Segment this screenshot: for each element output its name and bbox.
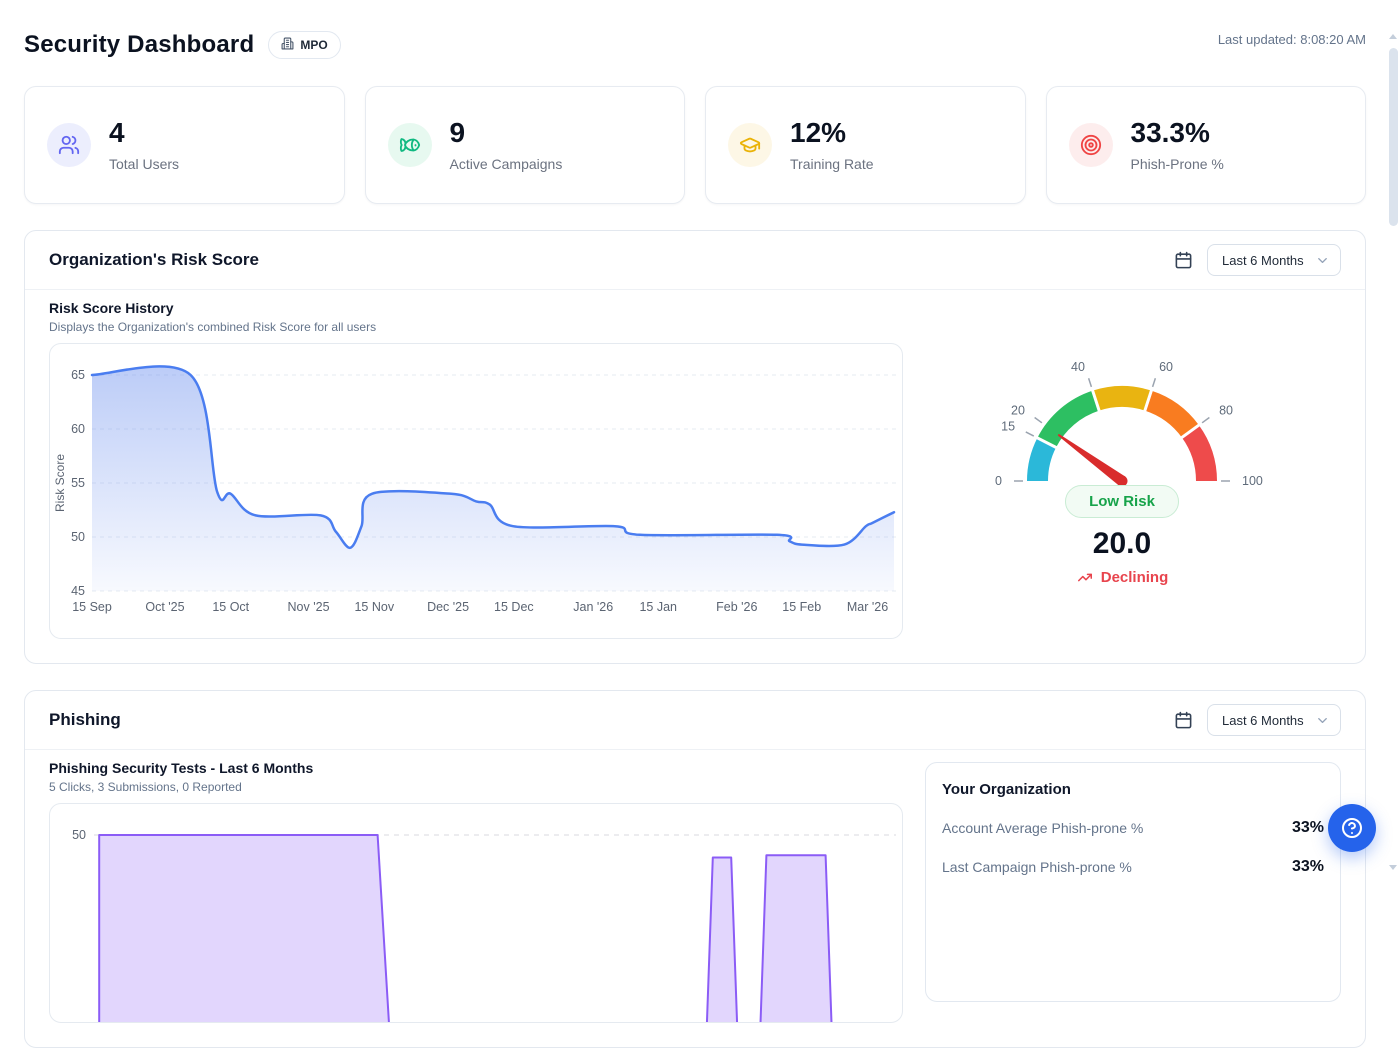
users-icon	[47, 123, 91, 167]
org-stat-row: Last Campaign Phish-prone % 33%	[942, 858, 1324, 876]
svg-text:65: 65	[71, 368, 85, 382]
stat-label: Phish-Prone %	[1130, 155, 1224, 172]
stat-value: 4	[109, 117, 125, 149]
fish-icon	[387, 123, 432, 167]
your-organization-panel: Your Organization Account Average Phish-…	[925, 762, 1341, 1002]
org-stat-label: Account Average Phish-prone %	[942, 820, 1144, 836]
svg-text:15 Feb: 15 Feb	[782, 600, 821, 614]
svg-text:60: 60	[71, 422, 85, 436]
stat-value: 12%	[790, 117, 847, 149]
org-stat-value: 33%	[1291, 819, 1324, 836]
help-button[interactable]	[1328, 804, 1376, 852]
org-stat-row: Account Average Phish-prone % 33%	[942, 819, 1324, 837]
svg-text:Mar '26: Mar '26	[847, 600, 888, 614]
svg-text:50: 50	[72, 828, 86, 842]
svg-text:15 Nov: 15 Nov	[354, 600, 394, 614]
svg-text:Oct '25: Oct '25	[145, 600, 184, 614]
scrollbar-up-arrow[interactable]	[1389, 34, 1397, 39]
stat-value: 33.3%	[1130, 117, 1210, 149]
org-stat-label: Last Campaign Phish-prone %	[942, 859, 1132, 875]
phishing-section: Phishing Last 6 Months Phishing Se	[24, 690, 1366, 1048]
stat-card-training-rate: 12% Training Rate	[705, 86, 1026, 204]
org-panel-title: Your Organization	[942, 781, 1071, 798]
org-stat-value: 33%	[1291, 858, 1324, 875]
svg-text:55: 55	[71, 476, 85, 490]
risk-period-select[interactable]: Last 6 Months	[1207, 244, 1341, 276]
question-circle-icon	[1340, 816, 1364, 840]
risk-period-value: Last 6 Months	[1222, 252, 1304, 268]
target-icon	[1068, 123, 1113, 167]
stat-value: 9	[449, 117, 466, 149]
org-badge-label: MPO	[300, 38, 328, 52]
scrollbar-down-arrow[interactable]	[1389, 865, 1397, 870]
risk-section-title: Organization's Risk Score	[49, 250, 259, 269]
svg-text:Dec '25: Dec '25	[427, 600, 469, 614]
svg-text:20: 20	[1011, 403, 1025, 417]
phishing-section-title: Phishing	[49, 710, 121, 729]
calendar-icon	[1174, 251, 1193, 270]
svg-text:15: 15	[1001, 420, 1015, 434]
trending-up-icon	[1076, 570, 1094, 585]
risk-trend: Declining	[1076, 569, 1169, 586]
svg-text:15 Sep: 15 Sep	[72, 600, 112, 614]
phishing-chart-subtitle: 5 Clicks, 3 Submissions, 0 Reported	[49, 780, 242, 794]
svg-text:100: 100	[1242, 474, 1263, 488]
risk-status-badge: Low Risk	[1065, 485, 1179, 518]
phishing-chart-title: Phishing Security Tests - Last 6 Months	[49, 760, 314, 776]
svg-text:60: 60	[1159, 360, 1173, 374]
last-updated: Last updated: 8:08:20 AM	[1217, 32, 1366, 47]
chevron-down-icon	[1315, 713, 1330, 728]
svg-text:40: 40	[1071, 360, 1085, 374]
risk-section-header: Organization's Risk Score Last 6 Months	[25, 231, 1365, 290]
scrollbar	[1386, 28, 1400, 876]
risk-gauge: 0 15 20 40 60 80 100 Low Risk 20.0 Declining	[903, 351, 1341, 586]
risk-chart-subtitle: Displays the Organization's combined Ris…	[49, 320, 377, 334]
building-icon	[281, 37, 294, 53]
svg-text:15 Oct: 15 Oct	[212, 600, 249, 614]
graduation-cap-icon	[728, 123, 772, 167]
stats-row: 4 Total Users 9 Active Campaigns	[24, 86, 1366, 204]
svg-text:Risk Score: Risk Score	[53, 454, 67, 512]
page-header: Security Dashboard MPO Last updated: 8:0…	[24, 28, 1366, 62]
svg-text:Nov '25: Nov '25	[288, 600, 330, 614]
stat-card-active-campaigns: 9 Active Campaigns	[364, 86, 685, 204]
risk-chart-title: Risk Score History	[49, 300, 174, 316]
risk-score-value: 20.0	[1092, 527, 1152, 560]
org-badge: MPO	[268, 31, 341, 59]
chevron-down-icon	[1315, 253, 1330, 268]
svg-text:45: 45	[71, 584, 85, 598]
svg-text:15 Dec: 15 Dec	[494, 600, 534, 614]
svg-text:Jan '26: Jan '26	[573, 600, 613, 614]
risk-trend-label: Declining	[1100, 569, 1169, 586]
stat-card-phish-prone: 33.3% Phish-Prone %	[1045, 86, 1366, 204]
stat-card-total-users: 4 Total Users	[24, 86, 345, 204]
phishing-chart: 50	[49, 803, 903, 1023]
stat-label: Active Campaigns	[449, 155, 563, 172]
phishing-period-select[interactable]: Last 6 Months	[1207, 704, 1341, 736]
svg-text:0: 0	[995, 474, 1002, 488]
phishing-period-value: Last 6 Months	[1222, 712, 1304, 728]
phishing-section-header: Phishing Last 6 Months	[25, 691, 1365, 750]
risk-score-section: Organization's Risk Score Last 6 Months …	[24, 230, 1366, 664]
svg-text:15 Jan: 15 Jan	[639, 600, 677, 614]
svg-text:50: 50	[71, 530, 85, 544]
stat-label: Total Users	[109, 155, 180, 172]
svg-text:80: 80	[1219, 403, 1233, 417]
svg-text:Feb '26: Feb '26	[716, 600, 757, 614]
risk-score-chart: 45 50 55 60 65 15 Sep Oct '25 15 Oct Nov '25 15 N…	[49, 343, 903, 639]
calendar-icon	[1174, 711, 1193, 730]
stat-label: Training Rate	[790, 155, 874, 172]
scrollbar-thumb[interactable]	[1388, 48, 1398, 226]
page-title: Security Dashboard	[24, 31, 255, 58]
